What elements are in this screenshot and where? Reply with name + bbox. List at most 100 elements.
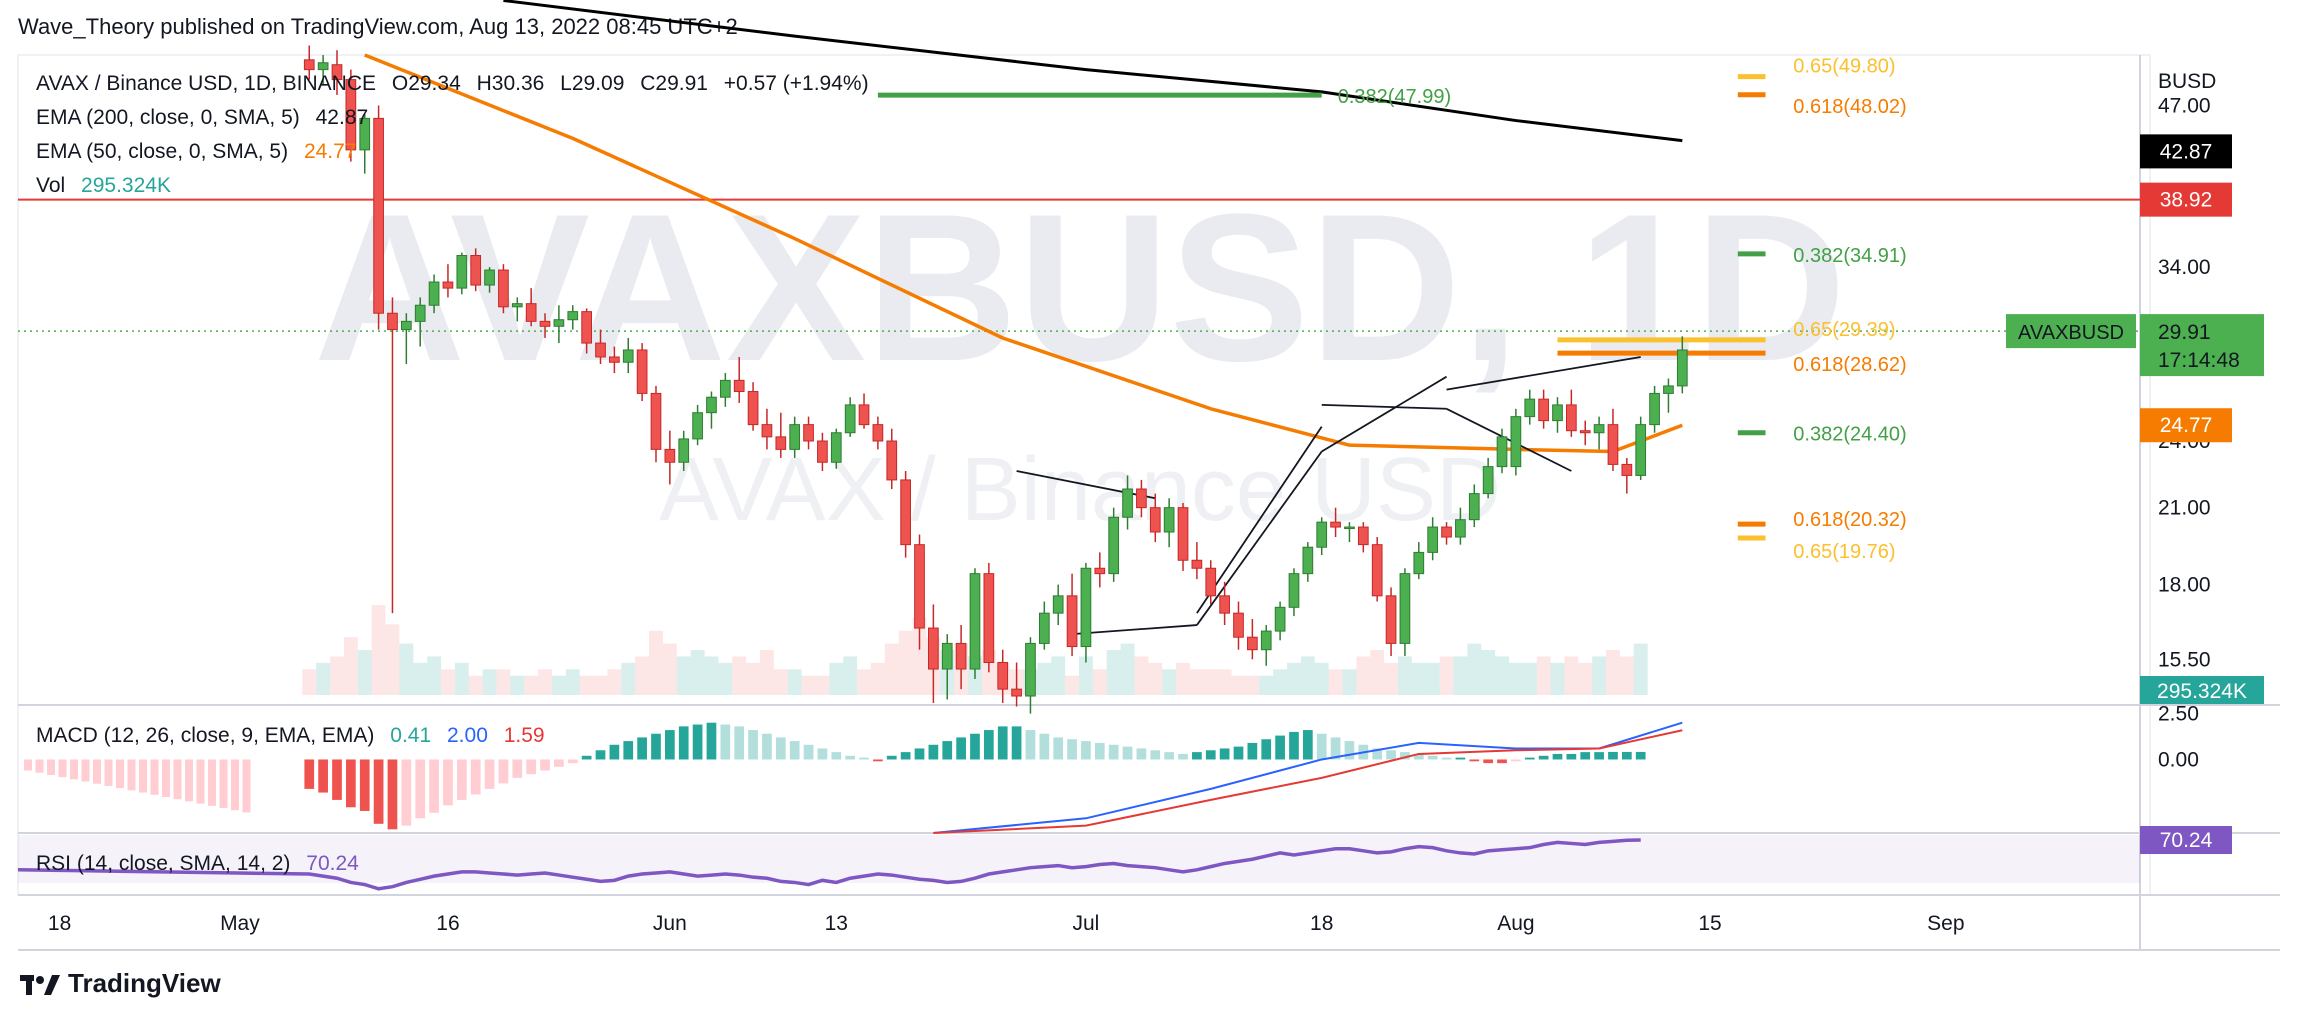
tradingview-footer[interactable]: TradingView (20, 968, 221, 999)
macd-histogram-bar (173, 759, 182, 800)
volume-bar (413, 662, 428, 695)
candlestick-series[interactable] (303, 45, 1688, 714)
volume-bar (1273, 669, 1288, 695)
candle-body (928, 627, 939, 670)
volume-bar (1051, 656, 1066, 695)
macd-histogram-bar (581, 755, 592, 760)
macd-histogram-bar (1122, 746, 1133, 760)
macd-histogram-bar (429, 759, 439, 813)
macd-histogram-bar (1330, 737, 1341, 760)
candle-body (1260, 630, 1272, 651)
watermark-description: AVAX / Binance USD (659, 440, 1501, 540)
macd-histogram-bar (1511, 759, 1521, 762)
candle-body (1552, 404, 1563, 422)
volume-bar (385, 624, 400, 695)
fib-level-label: 0.65(49.80) (1793, 56, 1895, 78)
macd-histogram-bar (1386, 750, 1396, 760)
macd-histogram-bar (1275, 735, 1285, 760)
fibonacci-levels: 0.382(47.99) 0.65(49.80) 0.618(48.02) 0.382… (877, 56, 1907, 563)
volume-badge-text: 295.324K (2157, 680, 2247, 703)
candle-body (400, 320, 412, 331)
candle-body (567, 311, 579, 321)
macd-histogram-bar (1247, 742, 1258, 760)
trendline (1321, 403, 1447, 410)
volume-bar (1092, 669, 1107, 695)
candle-body (789, 424, 801, 450)
legend-ema200-row[interactable]: EMA (200, close, 0, SMA, 5) 42.87 (36, 106, 378, 130)
candle-body (539, 320, 551, 327)
macd-histogram-bar (637, 737, 647, 760)
volume-bar (607, 669, 622, 695)
candle-body (498, 269, 509, 308)
candle-body (1482, 466, 1494, 495)
volume-bar (912, 617, 927, 695)
macd-histogram-bar (304, 759, 315, 789)
candle-body (525, 303, 537, 322)
macd-histogram-bar (1469, 759, 1480, 762)
symbol-badge (2006, 314, 2136, 349)
macd-histogram-bar (1219, 748, 1230, 760)
volume-bar (1550, 662, 1565, 695)
time-tick-label: 18 (1310, 912, 1333, 935)
candle-body (442, 281, 454, 289)
price-tick-label: 34.00 (2158, 256, 2211, 279)
candle-body (872, 424, 884, 442)
macd-histogram-bar (1039, 733, 1050, 760)
volume-bar (1481, 650, 1496, 695)
symbol-badge-text: AVAXBUSD (2018, 322, 2124, 344)
candle-body (1510, 416, 1522, 468)
time-tick-label: Jul (1073, 912, 1100, 935)
legend-rsi-row[interactable]: RSI (14, close, SMA, 14, 2) 70.24 (36, 852, 369, 876)
macd-histogram-bar (1441, 757, 1452, 760)
legend-vol-row[interactable]: Vol 295.324K (36, 174, 181, 198)
macd-histogram-bar (127, 759, 136, 791)
macd-histogram-bar (1289, 731, 1299, 760)
candle-body (817, 440, 828, 463)
macd-histogram-bar (139, 759, 147, 793)
macd-histogram-bar (1094, 742, 1105, 760)
legend-ema50-value: 24.77 (303, 140, 357, 163)
candle-body (1496, 436, 1508, 468)
volume-bar (565, 669, 580, 695)
volume-bar (1300, 656, 1315, 695)
candle-body (1455, 519, 1466, 538)
volume-series (302, 605, 1648, 695)
macd-histogram-bar (1053, 737, 1064, 760)
volume-bar (1439, 656, 1454, 695)
macd-histogram-bar (1316, 733, 1327, 760)
volume-bar (801, 675, 816, 695)
macd-histogram-bar (332, 759, 342, 800)
macd-tick-label: 0.00 (2158, 748, 2199, 771)
macd-histogram-bar (1372, 748, 1383, 760)
ema50-badge-text: 24.77 (2160, 414, 2213, 437)
legend-macd-row[interactable]: MACD (12, 26, close, 9, EMA, EMA) 0.41 2… (36, 724, 555, 748)
legend-ema50-row[interactable]: EMA (50, close, 0, SMA, 5) 24.77 (36, 140, 367, 164)
volume-bar (1356, 656, 1371, 695)
volume-bar (524, 675, 539, 695)
macd-histogram-bar (415, 759, 426, 819)
countdown-text: 17:14:48 (2158, 349, 2240, 372)
fib-level-label: 0.382(47.99) (1338, 86, 1451, 108)
candle-body (1385, 595, 1397, 644)
candle-body (1247, 636, 1258, 651)
legend-change: +0.57 (+1.94%) (723, 72, 869, 95)
candle-body (886, 440, 898, 481)
candle-body (1579, 430, 1591, 434)
macd-histogram-bar (1580, 752, 1591, 760)
candle-body (803, 424, 814, 442)
last-price-badge-text: 29.91 (2158, 321, 2211, 344)
macd-histogram-bar (1261, 739, 1272, 760)
fib-level-label: 0.382(24.40) (1793, 424, 1906, 446)
macd-histogram-bar (58, 759, 67, 778)
macd-histogram-bar (373, 759, 384, 824)
macd-histogram-bar (706, 722, 717, 760)
macd-histogram-bar (956, 737, 966, 760)
candle-body (706, 396, 717, 414)
candle-body (1038, 612, 1050, 644)
candle-body (775, 436, 787, 450)
volume-bar (1633, 643, 1648, 695)
candle-body (761, 424, 773, 438)
volume-bar (454, 662, 469, 695)
volume-bar (1606, 650, 1620, 695)
